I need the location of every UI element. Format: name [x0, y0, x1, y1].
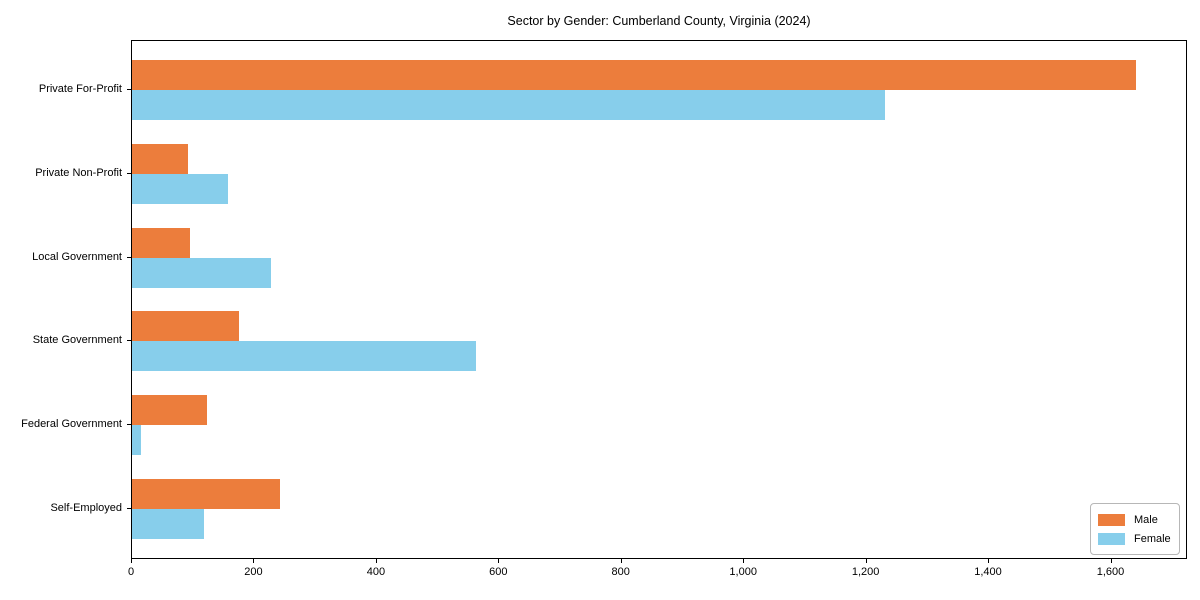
male-swatch-icon	[1098, 513, 1125, 526]
y-axis-tick-mark	[127, 508, 131, 510]
y-axis-tick-mark	[127, 172, 131, 174]
x-axis-tick-label: 800	[611, 566, 630, 578]
y-axis-tick-mark	[127, 256, 131, 258]
x-axis-tick-label: 0	[127, 566, 135, 578]
bar-male-0	[132, 59, 1136, 90]
y-axis-category-label: Self-Employed	[50, 502, 122, 515]
female-swatch-icon	[1098, 532, 1125, 545]
bar-male-4	[132, 395, 208, 426]
x-axis-tick-mark	[1110, 559, 1112, 563]
y-axis-category-label: Private For-Profit	[38, 82, 122, 95]
bar-female-5	[132, 509, 204, 540]
legend-label-male: Male	[1134, 513, 1158, 526]
y-axis-category-label: Federal Government	[21, 418, 122, 431]
legend-entry-male: Male	[1098, 510, 1171, 529]
x-axis-tick-label: 1,200	[851, 566, 880, 578]
bar-female-3	[132, 341, 476, 372]
x-axis-tick-label: 1,400	[974, 566, 1002, 578]
y-axis-tick-mark	[127, 340, 131, 342]
x-axis-tick-mark	[375, 559, 377, 563]
legend-entry-female: Female	[1098, 529, 1171, 548]
x-axis-tick-mark	[743, 559, 745, 563]
x-axis-tick-mark	[253, 559, 255, 563]
legend-label-female: Female	[1134, 532, 1171, 545]
bar-male-3	[132, 311, 239, 342]
x-axis-tick-mark	[620, 559, 622, 563]
x-axis-tick-label: 600	[489, 566, 508, 578]
bar-female-1	[132, 173, 228, 204]
x-axis-tick-label: 1,600	[1096, 566, 1125, 578]
chart-title: Sector by Gender: Cumberland County, Vir…	[507, 14, 811, 28]
x-axis-tick-mark	[131, 559, 132, 563]
y-axis-category-label: State Government	[32, 334, 122, 347]
bar-male-1	[132, 143, 189, 174]
bar-female-4	[132, 425, 142, 456]
y-axis-tick-mark	[127, 88, 131, 90]
x-axis-tick-label: 1,000	[729, 566, 757, 578]
x-axis-tick-label: 400	[366, 566, 386, 578]
y-axis-category-label: Local Government	[32, 250, 122, 263]
x-axis-tick-mark	[498, 559, 500, 563]
plot-area: Male Female	[131, 40, 1187, 559]
legend: Male Female	[1090, 503, 1180, 555]
bar-female-2	[132, 257, 271, 288]
y-axis-tick-mark	[127, 424, 131, 426]
x-axis-tick-mark	[988, 559, 989, 563]
x-axis-tick-mark	[865, 559, 867, 563]
bar-male-5	[132, 479, 281, 510]
bar-male-2	[132, 227, 191, 258]
y-axis-category-label: Private Non-Profit	[35, 166, 122, 179]
bar-female-0	[132, 89, 885, 120]
x-axis-tick-label: 200	[244, 566, 263, 578]
